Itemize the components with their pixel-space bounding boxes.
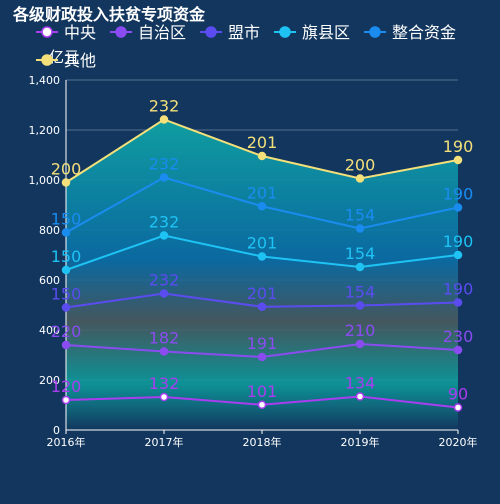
- data-label: 190: [443, 137, 474, 156]
- data-label: 182: [149, 329, 180, 348]
- data-point: [159, 231, 169, 240]
- data-point: [355, 392, 365, 401]
- data-label: 120: [51, 377, 82, 396]
- data-point: [159, 392, 169, 402]
- data-label: 232: [149, 213, 180, 232]
- x-tick-label: 2019年: [341, 435, 380, 449]
- data-label: 232: [149, 155, 180, 174]
- data-point: [355, 301, 365, 310]
- y-tick-label: 600: [39, 274, 60, 287]
- legend-label: 其他: [64, 51, 96, 70]
- data-label: 232: [149, 97, 180, 116]
- legend-swatch-marker: [205, 26, 217, 38]
- data-label: 201: [247, 133, 278, 152]
- axes: 0 200 400 600 800 1,000 1,200 1,400 2016年 2017年 20…: [29, 74, 478, 449]
- legend-label: 中央: [64, 23, 96, 42]
- x-tick-label: 2018年: [243, 435, 282, 449]
- legend-label: 自治区: [138, 23, 186, 42]
- data-point: [61, 340, 71, 350]
- data-point: [257, 302, 267, 311]
- legend-swatch-marker: [115, 26, 127, 38]
- legend-label: 旗县区: [302, 23, 350, 42]
- data-label: 154: [345, 206, 376, 225]
- data-label: 201: [247, 234, 278, 253]
- data-point: [257, 352, 267, 362]
- data-point: [453, 345, 463, 355]
- series-layer: [61, 115, 463, 412]
- data-label: 154: [345, 283, 376, 302]
- legend-swatch-marker: [41, 54, 53, 66]
- data-label: 190: [443, 232, 474, 251]
- data-label: 191: [247, 334, 278, 353]
- data-point: [159, 347, 169, 356]
- data-point: [355, 339, 365, 349]
- data-point: [355, 174, 365, 183]
- data-point: [355, 262, 365, 272]
- data-label: 150: [51, 285, 82, 304]
- data-label: 201: [247, 284, 278, 303]
- data-label: 190: [443, 280, 474, 299]
- data-point: [453, 403, 463, 412]
- data-label: 134: [345, 374, 376, 393]
- data-point: [257, 400, 267, 409]
- legend-label: 盟市: [228, 23, 260, 42]
- legend-swatch-marker: [279, 26, 291, 38]
- y-tick-label: 1,400: [29, 74, 61, 87]
- data-label: 200: [51, 160, 82, 179]
- y-tick-label: 400: [39, 324, 60, 337]
- x-tick-label: 2020年: [439, 435, 478, 449]
- legend-item[interactable]: 自治区: [110, 23, 186, 42]
- x-tick-label: 2016年: [47, 435, 86, 449]
- data-point: [257, 151, 267, 161]
- data-point: [355, 224, 365, 233]
- data-label: 201: [247, 183, 278, 202]
- data-point: [61, 265, 71, 275]
- legend-item[interactable]: 盟市: [200, 23, 260, 42]
- data-point: [453, 203, 463, 212]
- legend-swatch-marker: [41, 26, 53, 38]
- data-point: [159, 115, 169, 124]
- data-label: 101: [247, 382, 278, 401]
- legend-item[interactable]: 中央: [36, 23, 96, 42]
- data-point: [257, 252, 267, 261]
- data-label: 90: [448, 385, 468, 404]
- data-label: 190: [443, 185, 474, 204]
- data-point: [61, 303, 71, 312]
- data-label: 150: [51, 210, 82, 229]
- data-point: [453, 250, 463, 260]
- data-point: [159, 289, 169, 298]
- data-label: 232: [149, 271, 180, 290]
- data-label: 210: [345, 321, 376, 340]
- data-labels: 120 132 101 134 90 220 182 191 210 230 150 232 201 15…: [51, 97, 474, 404]
- data-point: [61, 395, 71, 405]
- y-tick-label: 0: [53, 424, 60, 437]
- chart-title: 各级财政投入扶贫专项资金: [12, 5, 206, 24]
- data-point: [61, 178, 71, 187]
- y-axis-label: 亿元: [49, 48, 79, 66]
- y-tick-label: 800: [39, 224, 60, 237]
- legend-label: 整合资金: [392, 23, 456, 42]
- data-point: [453, 298, 463, 307]
- data-point: [61, 228, 71, 237]
- data-label: 200: [345, 156, 376, 175]
- data-point: [159, 173, 169, 182]
- legend-swatch-marker: [369, 26, 381, 38]
- data-label: 132: [149, 374, 180, 393]
- x-tick-label: 2017年: [145, 435, 184, 449]
- y-tick-label: 200: [39, 374, 60, 387]
- data-label: 230: [443, 327, 474, 346]
- data-point: [257, 202, 267, 211]
- legend-item[interactable]: 整合资金: [364, 23, 456, 42]
- data-label: 154: [345, 244, 376, 263]
- y-tick-label: 1,200: [29, 124, 61, 137]
- legend-item[interactable]: 旗县区: [274, 23, 350, 42]
- data-point: [453, 155, 463, 165]
- data-label: 150: [51, 247, 82, 266]
- data-label: 220: [51, 322, 82, 341]
- y-tick-label: 1,000: [29, 174, 61, 187]
- legend-item[interactable]: 其他: [36, 51, 96, 70]
